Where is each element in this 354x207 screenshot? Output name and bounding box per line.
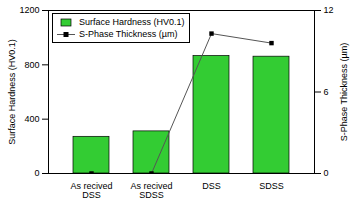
svg-text:S-Phase Thickness (µm): S-Phase Thickness (µm) xyxy=(339,43,349,142)
svg-text:0: 0 xyxy=(324,168,329,178)
svg-text:SDSS: SDSS xyxy=(259,181,284,191)
svg-text:6: 6 xyxy=(324,87,329,97)
svg-text:12: 12 xyxy=(324,5,334,15)
svg-text:1200: 1200 xyxy=(19,5,39,15)
html-text:S-Phase Thickness (µm): S-Phase Thickness (µm) xyxy=(79,29,178,39)
svg-text:As recivedDSS: As recivedDSS xyxy=(70,181,112,200)
html-text:Surface Hardness (HV0.1): Surface Hardness (HV0.1) xyxy=(79,17,185,27)
svg-text:As recivedSDSS: As recivedSDSS xyxy=(130,181,172,200)
svg-text:400: 400 xyxy=(24,114,39,124)
svg-text:800: 800 xyxy=(24,60,39,70)
svg-text:0: 0 xyxy=(34,168,39,178)
svg-text:DSS: DSS xyxy=(202,181,221,191)
svg-text:Surface Hardness (HV0.1): Surface Hardness (HV0.1) xyxy=(7,39,17,145)
